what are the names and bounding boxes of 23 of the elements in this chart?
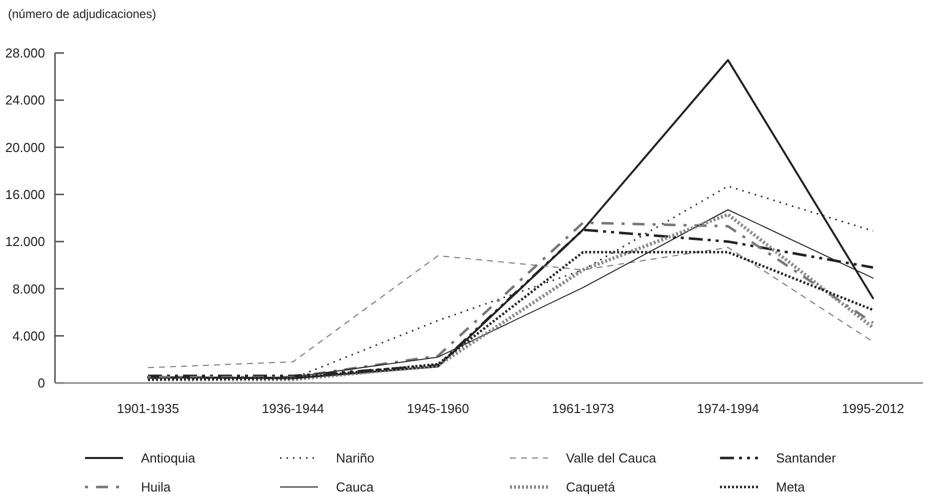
y-tick-label: 8.000: [12, 281, 45, 296]
legend-label: Meta: [776, 480, 806, 495]
legend-label: Santander: [776, 450, 837, 466]
y-tick-label: 12.000: [5, 234, 45, 250]
y-axis-title: (número de adjudicaciones): [8, 7, 156, 21]
y-tick-label: 0: [38, 376, 45, 391]
legend-label: Cauca: [336, 480, 374, 495]
y-tick-label: 24.000: [5, 92, 45, 108]
legend-label: Nariño: [336, 450, 374, 466]
y-tick-label: 4.000: [12, 328, 45, 344]
y-tick-label: 16.000: [5, 186, 45, 202]
y-tick-label: 28.000: [5, 46, 45, 61]
x-tick-label: 1936-1944: [262, 401, 324, 416]
legend-label: Caquetá: [566, 480, 616, 495]
x-tick-label: 1901-1935: [116, 401, 180, 416]
y-tick-label: 20.000: [5, 140, 45, 155]
x-tick-label: 1974-1994: [696, 401, 760, 416]
x-tick-label: 1945-1960: [406, 401, 470, 416]
x-tick-label: 1961-1973: [552, 401, 614, 416]
x-tick-label: 1995-2012: [842, 401, 904, 416]
legend-label: Valle del Cauca: [566, 450, 657, 466]
legend-label: Antioquia: [141, 450, 196, 466]
legend-label: Huila: [141, 480, 172, 495]
